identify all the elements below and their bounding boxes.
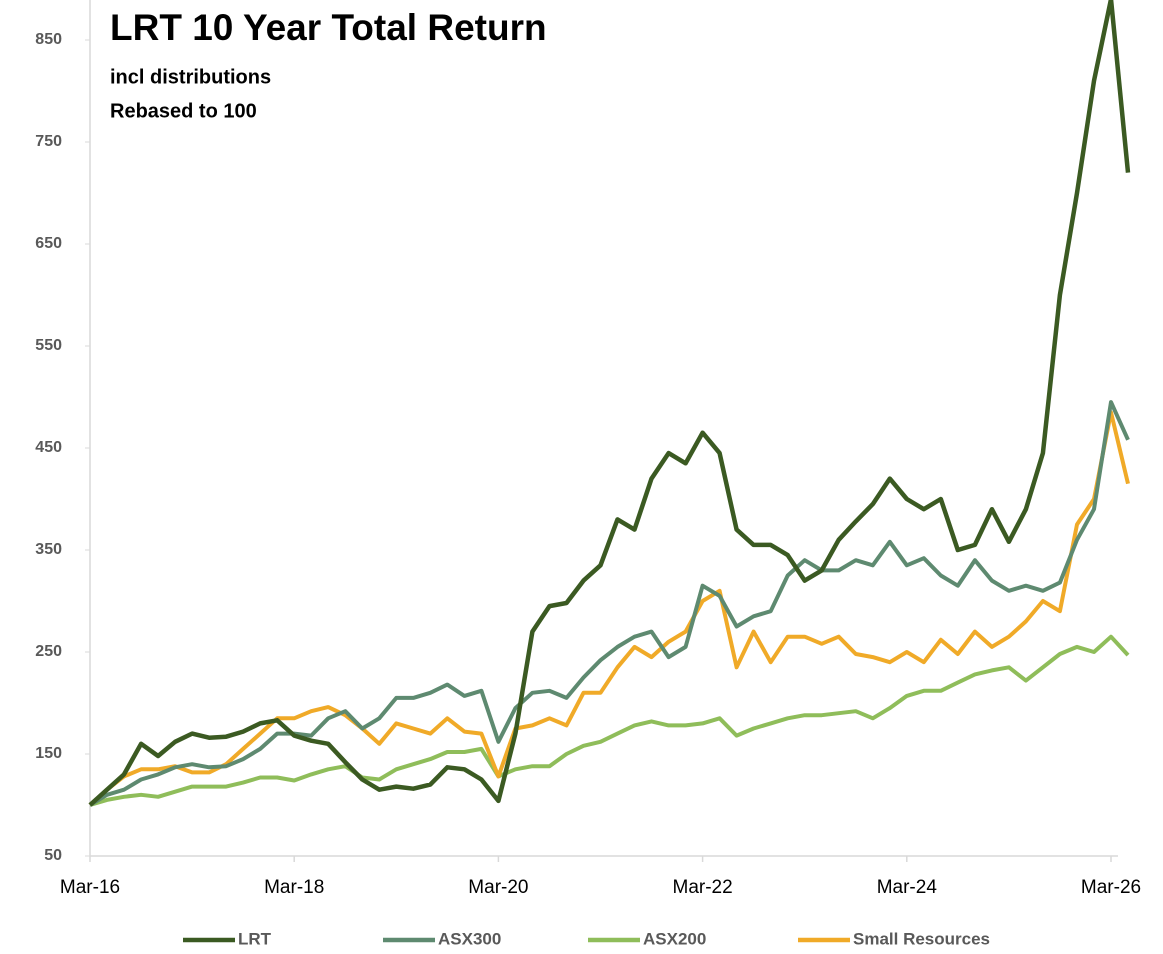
legend-label: ASX200 [643, 929, 706, 948]
legend-label: ASX300 [438, 929, 501, 948]
x-tick-label: Mar-18 [264, 877, 324, 898]
series-line [88, 0, 1131, 807]
y-tick-label: 850 [35, 31, 62, 48]
chart-title: LRT 10 Year Total Return [110, 7, 547, 48]
x-tick-label: Mar-26 [1081, 877, 1141, 898]
y-tick-label: 50 [44, 847, 62, 864]
y-tick-label: 250 [35, 643, 62, 660]
chart-subtitle: Rebased to 100 [110, 100, 257, 122]
y-tick-label: 550 [35, 337, 62, 354]
x-tick-label: Mar-16 [60, 877, 120, 898]
x-tick-label: Mar-24 [877, 877, 938, 898]
x-tick-label: Mar-20 [468, 877, 528, 898]
series-line [89, 634, 1130, 807]
series-line [88, 400, 1130, 807]
x-tick-label: Mar-22 [673, 877, 733, 898]
y-tick-label: 750 [35, 133, 62, 150]
y-tick-label: 650 [35, 235, 62, 252]
chart-subtitle: incl distributions [110, 66, 271, 88]
legend-label: LRT [238, 929, 272, 948]
y-tick-label: 450 [35, 439, 62, 456]
y-tick-label: 350 [35, 541, 62, 558]
series-line [88, 410, 1130, 807]
y-tick-label: 150 [35, 745, 62, 762]
legend-label: Small Resources [853, 929, 990, 948]
